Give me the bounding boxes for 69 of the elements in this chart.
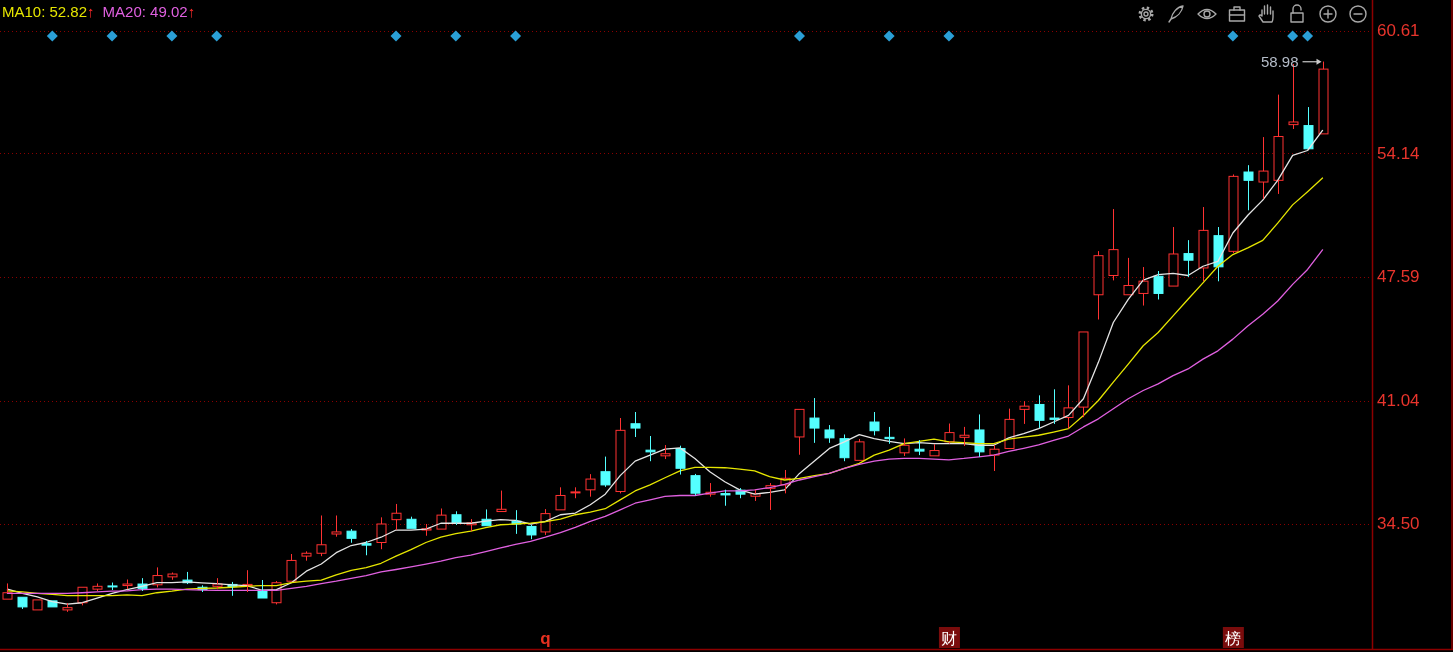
candlestick: [824, 424, 835, 444]
candlestick: [570, 487, 581, 499]
candlestick: [361, 540, 372, 556]
candlestick: [17, 596, 28, 610]
candlestick: [152, 567, 163, 588]
y-tick-label: 54.14: [1377, 143, 1420, 163]
candlestick: [974, 414, 985, 458]
candlestick: [854, 438, 865, 461]
candlestick: [451, 511, 462, 526]
candlestick: [1019, 400, 1030, 425]
candlestick: [1228, 174, 1239, 254]
y-tick-label: 47.59: [1377, 267, 1420, 287]
candlestick: [1093, 250, 1104, 320]
candlestick: [1258, 136, 1269, 200]
candlestick: [122, 579, 133, 590]
y-tick-label: 34.50: [1377, 514, 1420, 534]
candlestick: [540, 508, 551, 536]
candlestick: [1004, 408, 1015, 449]
candlestick: [257, 579, 268, 599]
candlestick: [391, 503, 402, 531]
candlestick: [1243, 164, 1254, 211]
candlestick: [899, 438, 910, 457]
candlestick: [660, 444, 671, 460]
candlestick: [2, 583, 13, 600]
candlestick: [1078, 331, 1089, 418]
candlestick: [989, 444, 1000, 472]
candlestick: [794, 408, 805, 456]
candlestick: [944, 423, 955, 445]
candlestick: [331, 515, 342, 537]
candlestick: [1049, 389, 1060, 425]
candlestick: [615, 417, 626, 494]
candlestick: [585, 473, 596, 497]
candlestick: [1198, 206, 1209, 282]
candlestick: [1108, 208, 1119, 281]
candlestick: [92, 583, 103, 592]
candlestick: [1034, 395, 1045, 429]
candlestick: [406, 516, 417, 529]
candlestick: [914, 439, 925, 456]
candlestick: [1168, 226, 1179, 287]
candlestick: [690, 473, 701, 496]
candlestick: [809, 397, 820, 444]
text: MA10: 52.82↑: [2, 3, 95, 21]
annotation: 58.98: [1260, 52, 1299, 70]
candlestick: [600, 456, 611, 488]
candlestick: [436, 508, 447, 530]
candlestick: [1273, 94, 1284, 195]
text: MA20: 49.02↑: [102, 3, 196, 21]
candlestick: [959, 426, 970, 447]
candlestick: [62, 602, 73, 613]
candlestick: [1183, 239, 1194, 278]
candlestick: [675, 445, 686, 475]
candlestick: [496, 490, 507, 513]
candlestick: [884, 426, 895, 445]
candlestick: [167, 573, 178, 581]
candlestick: [376, 517, 387, 550]
candlestick: [1213, 226, 1224, 282]
candlestick: [720, 489, 731, 506]
y-tick-label: 41.04: [1377, 391, 1420, 410]
candlestick: [526, 524, 537, 540]
candlestick: [1318, 61, 1329, 135]
x-tick-label: q: [540, 628, 551, 648]
candlestick: [1138, 266, 1149, 306]
candlestick: [301, 551, 312, 561]
candlestick: [1153, 270, 1164, 300]
y-tick-label: 60.61: [1377, 21, 1420, 41]
candlestick: [32, 599, 43, 611]
candlestick: [839, 434, 850, 462]
candlestick: [346, 528, 357, 543]
candlestick: [316, 515, 327, 557]
